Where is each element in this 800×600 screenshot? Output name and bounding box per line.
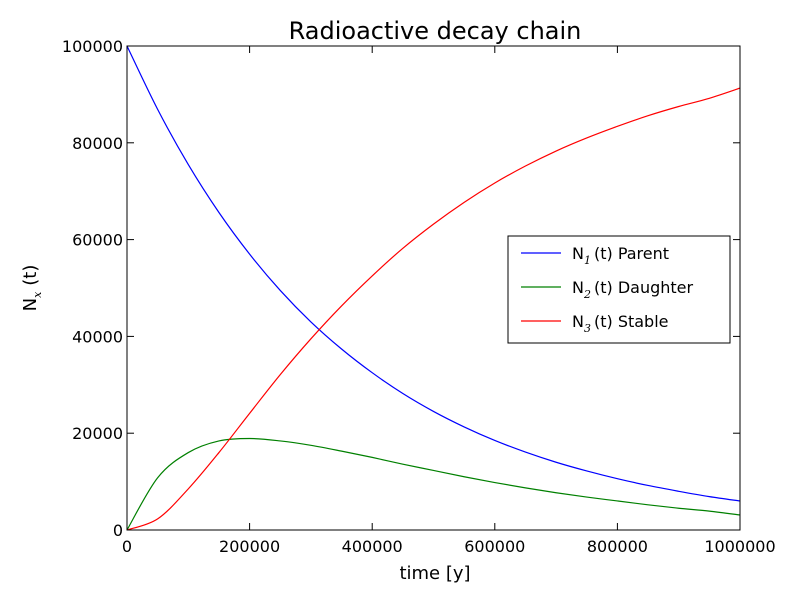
series-line-2 [127, 437, 740, 530]
y-tick-label: 40000 [72, 327, 123, 346]
y-axis-label: Nx (t) [20, 265, 44, 312]
x-tick-label: 600000 [464, 537, 525, 556]
y-tick-label: 80000 [72, 134, 123, 153]
x-axis-label: time [y] [399, 563, 470, 584]
legend-label-3: N3 (t) Stable [572, 312, 669, 335]
x-tick-label: 800000 [587, 537, 648, 556]
y-tick-label: 60000 [72, 231, 123, 250]
legend-label-2: N2 (t) Daughter [572, 278, 693, 301]
legend: N1 (t) Parent N2 (t) Daughter N3 (t) Stable [507, 235, 731, 344]
legend-label-1: N1 (t) Parent [572, 244, 669, 267]
y-axis-label-sub: x [31, 291, 44, 298]
x-tick-label: 200000 [219, 537, 280, 556]
y-tick-label: 100000 [62, 37, 123, 56]
y-tick-label: 0 [113, 521, 123, 540]
y-axis-label-suffix: (t) [20, 265, 41, 286]
legend-box [507, 235, 731, 344]
plot-frame [126, 45, 741, 531]
chart-title: Radioactive decay chain [289, 17, 582, 45]
x-tick-label: 1000000 [704, 537, 775, 556]
plot-area: 0 200000 400000 600000 800000 1000000 0 20000 40… [62, 37, 776, 556]
y-tick-label: 20000 [72, 424, 123, 443]
x-tick-label: 400000 [342, 537, 403, 556]
series-line-3 [127, 87, 740, 530]
y-axis-label-base: N [20, 298, 41, 311]
series-line-1 [127, 46, 740, 502]
x-tick-label: 0 [122, 537, 132, 556]
